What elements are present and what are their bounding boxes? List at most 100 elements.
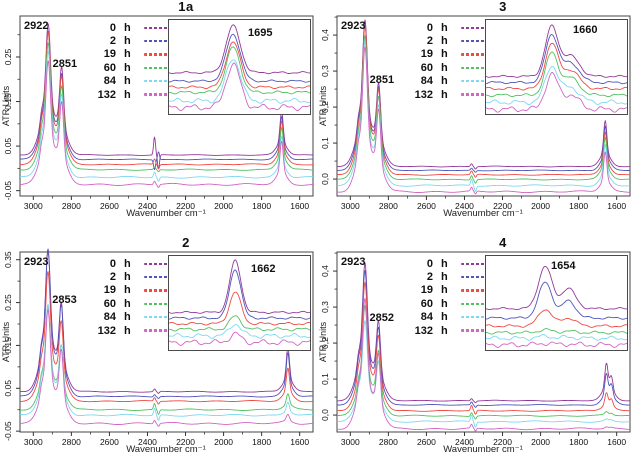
peak-label-ch2: 2853: [52, 294, 77, 306]
inset-peak-label: 1695: [248, 27, 273, 39]
x-tick-label: 2600: [100, 437, 119, 447]
y-tick-label: 0,2: [320, 337, 330, 349]
x-tick-label: 3000: [341, 201, 360, 211]
spectrum-84h: [337, 320, 630, 428]
inset-spectrum-84h: [486, 333, 627, 341]
legend-row: 132 h: [409, 324, 489, 337]
legend-row: 19 h: [92, 48, 172, 61]
x-tick-label: 2000: [214, 201, 233, 211]
inset-plot: [169, 259, 310, 346]
legend-line-swatch: [144, 316, 172, 319]
spectrum-60h: [337, 305, 630, 420]
inset-spectrum-19h: [486, 42, 627, 91]
inset-spectrum-0h: [169, 259, 310, 314]
x-tick-label: 2400: [138, 437, 157, 447]
legend-time: 2: [109, 271, 116, 284]
spectra-plot: 3000 2800 2600 2400 2200 2000 1800 16000,00,10,…: [320, 251, 631, 447]
legend-line-swatch: [144, 262, 172, 265]
legend-line-swatch: [144, 66, 172, 70]
spectrum-84h: [337, 41, 630, 192]
y-tick-label: 0,3: [320, 65, 330, 77]
legend-unit: h: [124, 61, 131, 74]
inset-spectrum-60h: [486, 51, 627, 98]
panel-title: 2: [182, 235, 190, 250]
legend-line-swatch: [144, 80, 172, 83]
legend-unit: h: [441, 257, 448, 270]
x-tick-label: 3000: [341, 437, 360, 447]
x-tick-label: 2600: [417, 201, 436, 211]
legend-line-swatch: [461, 275, 489, 279]
inset-spectrum-0h: [486, 265, 627, 311]
legend-time: 84: [420, 311, 433, 324]
x-tick-label: 2800: [62, 201, 81, 211]
y-axis-label: ATR Units: [318, 85, 328, 127]
y-tick-label: -0.05: [3, 181, 13, 201]
inset-spectrum-19h: [169, 291, 310, 326]
legend-time: 19: [103, 284, 116, 297]
legend-row: 132 h: [92, 324, 172, 337]
y-tick-label: 0,3: [320, 301, 330, 313]
spectrum-2h: [337, 22, 630, 173]
x-tick-label: 3000: [24, 437, 43, 447]
legend-time: 132: [97, 88, 116, 101]
legend-line-swatch: [461, 329, 489, 332]
legend-time: 60: [420, 297, 433, 310]
inset-plot: [169, 24, 310, 112]
x-tick-label: 2200: [493, 437, 512, 447]
legend-time: 60: [103, 61, 116, 74]
legend-row: 60 h: [92, 61, 172, 74]
inset-spectrum-0h: [486, 24, 627, 78]
y-tick-label: 0.05: [3, 138, 13, 155]
legend-time: 2: [109, 35, 116, 48]
y-axis-label: ATR Units: [318, 321, 328, 363]
panel-3: 3000 2800 2600 2400 2200 2000 1800 1600 0,0 0,1 0,…: [317, 0, 635, 236]
y-axis-label: ATR Units: [1, 85, 11, 127]
legend-line-swatch: [144, 26, 172, 29]
inset-box: 1662: [168, 255, 311, 351]
x-axis-label: Wavenumber cm⁻¹: [443, 444, 523, 455]
legend-row: 84 h: [92, 75, 172, 88]
legend-unit: h: [124, 257, 131, 270]
legend-line-swatch: [461, 316, 489, 319]
panel-title: 4: [499, 235, 507, 250]
legend-time: 132: [414, 324, 433, 337]
spectrum-60h: [20, 42, 313, 173]
legend-unit: h: [441, 297, 448, 310]
x-tick-label: 1800: [569, 437, 588, 447]
legend-line-swatch: [144, 275, 172, 279]
spectrum-60h: [337, 35, 630, 184]
inset-spectrum-132h: [486, 341, 627, 348]
x-tick-label: 2800: [379, 201, 398, 211]
x-tick-label: 1800: [252, 201, 271, 211]
spectrum-0h: [20, 248, 314, 394]
y-tick-label: 0.15: [3, 337, 13, 354]
x-tick-label: 2600: [100, 201, 119, 211]
x-tick-label: 2400: [138, 201, 157, 211]
legend-unit: h: [124, 324, 131, 337]
x-tick-label: 1600: [290, 437, 309, 447]
x-tick-label: 2600: [417, 437, 436, 447]
inset-spectrum-60h: [486, 328, 627, 335]
y-tick-label: 0,1: [320, 373, 330, 385]
legend-time: 19: [103, 48, 116, 61]
inset-spectrum-0h: [169, 24, 310, 75]
legend-unit: h: [124, 284, 131, 297]
x-tick-label: 1800: [569, 201, 588, 211]
peak-label-ch2: 2851: [52, 57, 78, 70]
legend-time: 60: [103, 297, 116, 310]
x-axis-label: Wavenumber cm⁻¹: [126, 208, 206, 219]
x-tick-label: 2000: [214, 437, 233, 447]
x-tick-label: 3000: [24, 201, 43, 211]
peak-label-ch1: 2922: [24, 20, 49, 32]
legend-unit: h: [124, 35, 131, 48]
x-tick-label: 1600: [607, 201, 626, 211]
y-tick-label: 0,4: [320, 265, 330, 277]
y-tick-label: 0,0: [320, 173, 330, 185]
inset-plot: [486, 265, 627, 348]
inset-box: 1654: [485, 255, 628, 351]
spectra-plot: 3000 2800 2600 2400 2200 2000 1800 16000,00,10,…: [320, 15, 631, 211]
